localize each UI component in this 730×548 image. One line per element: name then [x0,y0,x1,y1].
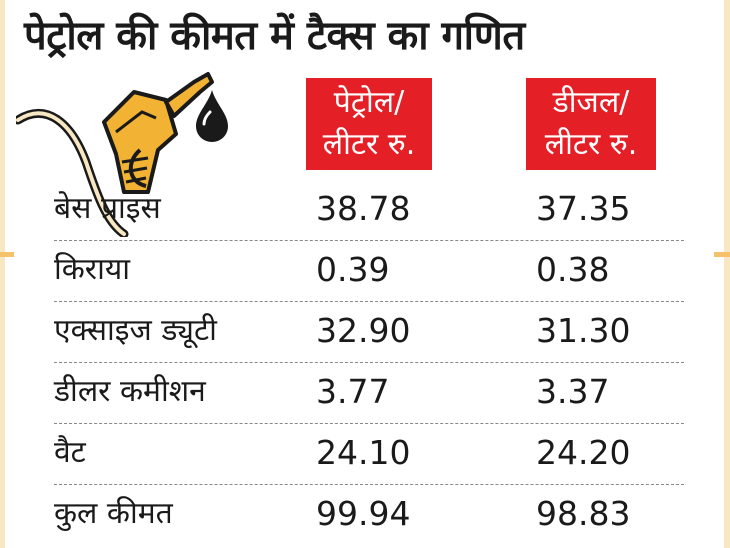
table-row-total-price: कुल कीमत 99.94 98.83 [54,485,684,546]
row-label: बेस प्राइस [54,191,161,226]
table-row-vat: वैट 24.10 24.20 [54,424,684,485]
petrol-header-line2: लीटर रु. [322,127,416,162]
table-row-dealer-commission: डीलर कमीशन 3.77 3.37 [54,363,684,424]
row-label: वैट [54,435,86,470]
petrol-value: 99.94 [316,494,411,533]
row-label: डीलर कमीशन [54,374,206,409]
page-title: पेट्रोल की कीमत में टैक्स का गणित [24,13,525,59]
right-accent-bar [714,252,730,257]
row-label: किराया [54,252,131,287]
diesel-column-header: डीजल/ लीटर रु. [526,78,656,170]
diesel-value: 37.35 [536,189,631,228]
petrol-value: 32.90 [316,311,411,350]
diesel-value: 31.30 [536,311,631,350]
table-row-excise-duty: एक्साइज ड्यूटी 32.90 31.30 [54,302,684,363]
diesel-value: 3.37 [536,372,610,411]
petrol-value: 24.10 [316,433,411,472]
petrol-value: 3.77 [316,372,390,411]
diesel-header-line2: लीटर रु. [544,127,638,162]
fuel-drop-icon [196,90,228,142]
left-decor-strip [0,0,5,548]
petrol-column-header: पेट्रोल/ लीटर रु. [306,78,432,170]
price-table: बेस प्राइस 38.78 37.35 किराया 0.39 0.38 … [54,180,684,546]
table-row-freight: किराया 0.39 0.38 [54,241,684,302]
right-decor-strip [724,0,730,548]
diesel-header-line1: डीजल/ [552,85,630,120]
diesel-value: 24.20 [536,433,631,472]
diesel-value: 98.83 [536,494,631,533]
petrol-header-line1: पेट्रोल/ [333,85,405,120]
petrol-value: 38.78 [316,189,411,228]
petrol-value: 0.39 [316,250,390,289]
left-accent-bar [0,252,14,257]
table-row-base-price: बेस प्राइस 38.78 37.35 [54,180,684,241]
row-label: कुल कीमत [54,496,173,531]
fuel-nozzle-icon [16,72,228,237]
row-label: एक्साइज ड्यूटी [54,313,217,348]
diesel-value: 0.38 [536,250,610,289]
